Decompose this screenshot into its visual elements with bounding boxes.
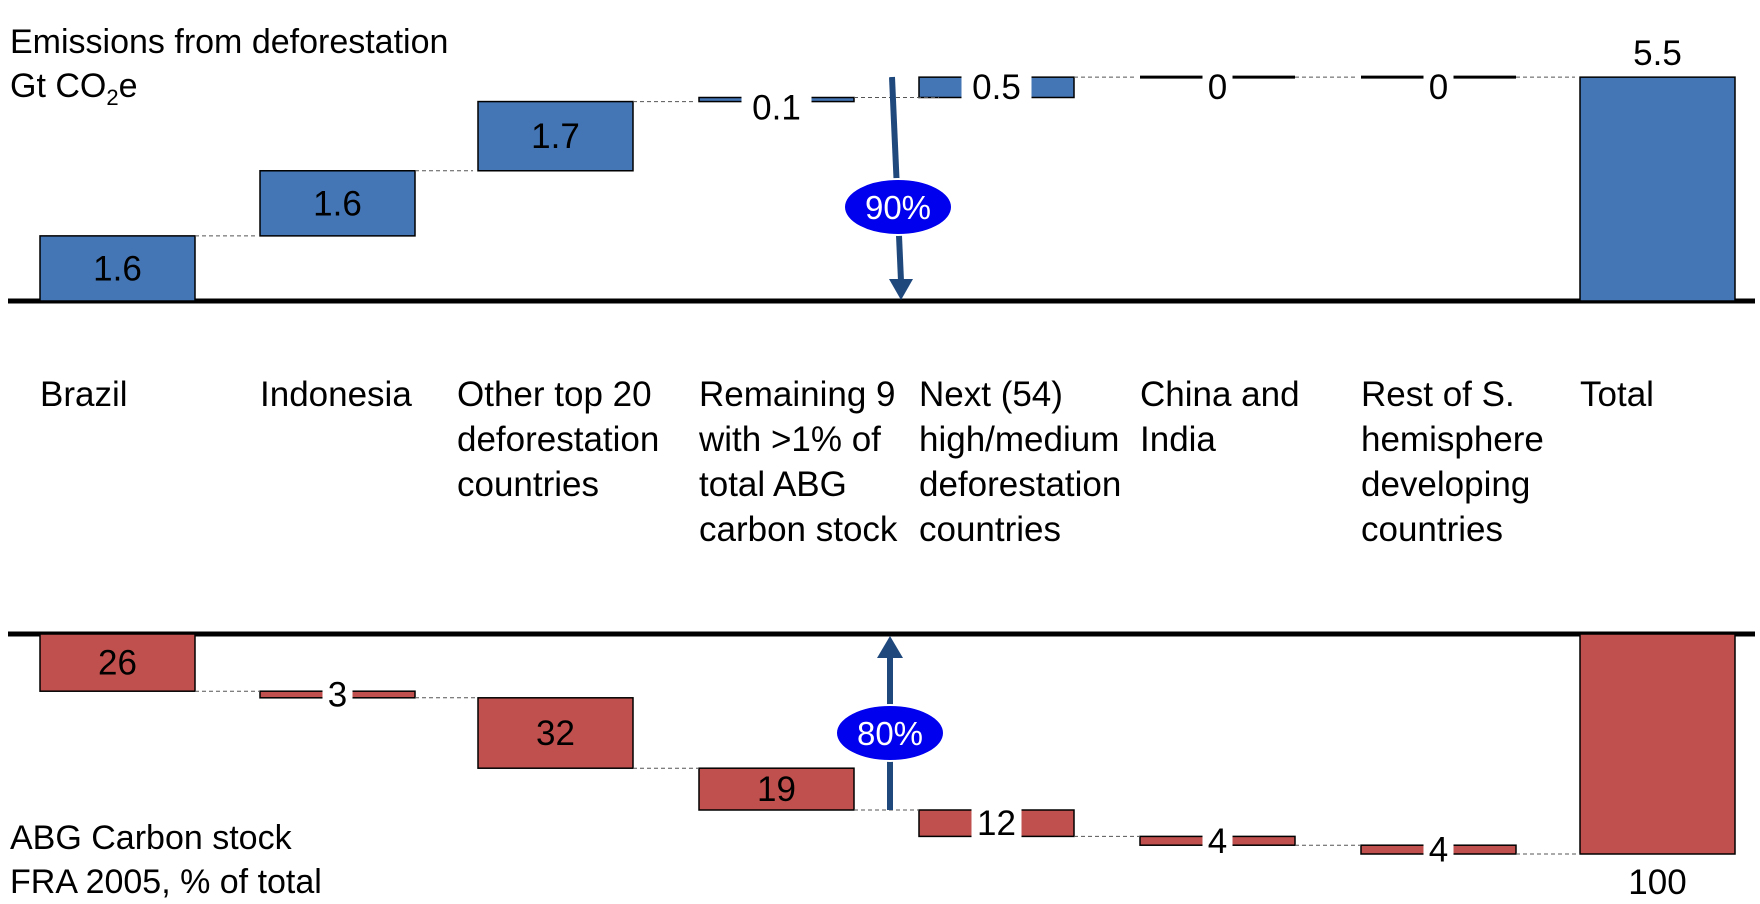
top-label-7: 5.5 bbox=[1633, 34, 1682, 73]
category-label-china-india: China and India bbox=[1140, 375, 1300, 459]
bottom-share-ellipse bbox=[835, 704, 945, 762]
top-panel-title-line2: Gt CO2e bbox=[10, 64, 448, 120]
top-share-arrow-head bbox=[889, 279, 913, 300]
bottom-bar-7 bbox=[1579, 633, 1736, 855]
top-panel-title-line1: Emissions from deforestation bbox=[10, 23, 449, 61]
top-label-2: 1.7 bbox=[531, 117, 580, 156]
top-label-4-bg bbox=[961, 69, 1032, 110]
top-unit-prefix: Gt CO bbox=[10, 67, 107, 105]
bottom-label-6: 4 bbox=[1429, 831, 1448, 870]
category-label-indonesia: Indonesia bbox=[260, 375, 412, 414]
bottom-label-7: 100 bbox=[1628, 863, 1686, 902]
bottom-label-1-bg bbox=[322, 676, 353, 717]
top-label-4: 0.5 bbox=[972, 68, 1021, 107]
category-label-next-54: Next (54) high/medium deforestation coun… bbox=[919, 375, 1122, 549]
top-label-6-bg bbox=[1423, 69, 1454, 110]
top-label-5: 0 bbox=[1208, 68, 1227, 107]
top-bar-7 bbox=[1579, 76, 1736, 302]
top-label-3-bg bbox=[741, 89, 812, 130]
bottom-label-0: 26 bbox=[98, 644, 137, 683]
bottom-share-arrow-head bbox=[877, 636, 903, 658]
bottom-label-2: 32 bbox=[536, 714, 575, 753]
top-label-5-bg bbox=[1202, 69, 1233, 110]
bottom-label-6-bg bbox=[1423, 831, 1454, 872]
top-bar-2 bbox=[477, 100, 634, 172]
bottom-label-3: 19 bbox=[757, 770, 796, 809]
top-unit-suffix: e bbox=[118, 67, 138, 105]
category-label-other-top-20: Other top 20 deforestation countries bbox=[457, 375, 660, 504]
bottom-panel-title-line1: ABG Carbon stock bbox=[10, 819, 292, 857]
category-label-rest-s-hemisphere: Rest of S. hemisphere developing countri… bbox=[1361, 375, 1544, 549]
bottom-label-5: 4 bbox=[1208, 822, 1227, 861]
top-panel-title: Emissions from deforestation Gt CO2e bbox=[10, 20, 448, 120]
category-label-total: Total bbox=[1580, 375, 1654, 414]
top-label-0: 1.6 bbox=[93, 249, 142, 288]
top-bar-0 bbox=[39, 235, 196, 302]
bottom-label-1: 3 bbox=[328, 676, 347, 715]
top-label-1: 1.6 bbox=[313, 184, 362, 223]
bottom-bar-2 bbox=[477, 697, 634, 769]
category-label-brazil: Brazil bbox=[40, 375, 128, 414]
bottom-label-4-bg bbox=[971, 805, 1022, 846]
top-unit-subscript: 2 bbox=[106, 84, 119, 110]
bottom-bar-0 bbox=[39, 633, 196, 692]
bottom-bar-3 bbox=[698, 767, 855, 811]
top-label-6: 0 bbox=[1429, 68, 1448, 107]
top-bar-1 bbox=[259, 170, 416, 237]
top-share-ellipse bbox=[843, 178, 953, 236]
bottom-panel-title-line2: FRA 2005, % of total bbox=[10, 863, 322, 901]
top-share-label: 90% bbox=[865, 189, 931, 226]
bottom-share-label: 80% bbox=[857, 715, 923, 752]
bottom-panel-title: ABG Carbon stock FRA 2005, % of total bbox=[10, 816, 322, 904]
top-label-3: 0.1 bbox=[752, 89, 801, 128]
bottom-label-4: 12 bbox=[977, 804, 1016, 843]
bottom-label-5-bg bbox=[1202, 822, 1233, 863]
category-label-remaining-9: Remaining 9 with >1% of total ABG carbon… bbox=[699, 375, 898, 549]
